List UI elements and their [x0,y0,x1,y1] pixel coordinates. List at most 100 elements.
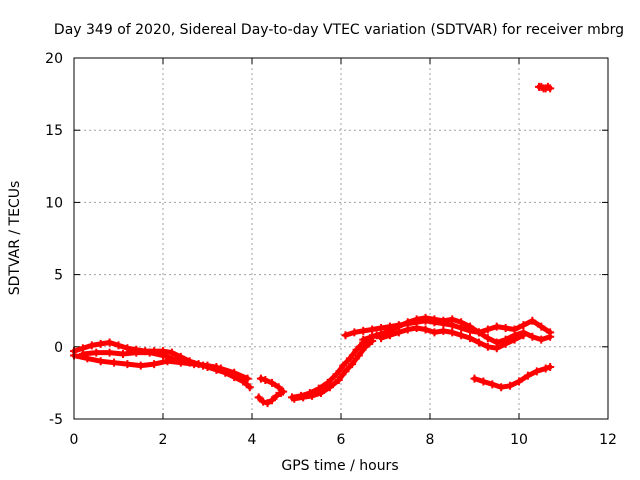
data-point [316,389,325,398]
data-point [261,376,270,385]
data-point [145,348,154,357]
data-point [403,318,412,327]
data-point [110,358,119,367]
data-point [359,326,368,335]
y-tick-label: 15 [45,123,63,139]
series-arc-e [256,374,288,396]
data-point [457,331,466,340]
y-axis-label: SDTVAR / TECUs [7,181,23,296]
data-point [506,381,515,390]
data-point [537,335,546,344]
y-tick-label: 5 [54,268,63,284]
data-point [96,357,105,366]
data-point [245,383,254,392]
data-point [466,334,475,343]
data-point [359,335,368,344]
data-point [474,328,483,337]
data-point [259,397,268,406]
data-point [348,360,357,369]
data-point [515,377,523,386]
data-point [457,318,466,327]
data-point [448,328,457,337]
data-point [368,332,377,341]
data-point [546,84,555,93]
x-tick-label: 2 [159,432,168,448]
data-point [523,371,532,380]
data-point [501,324,510,333]
data-point [546,363,555,372]
x-tick-label: 10 [510,432,528,448]
data-point [501,339,510,348]
chart-title: Day 349 of 2020, Sidereal Day-to-day VTE… [54,22,624,38]
x-tick-label: 12 [599,432,617,448]
data-point [412,315,421,324]
x-tick-label: 6 [337,432,346,448]
data-point [532,367,541,376]
data-point [492,322,501,331]
y-tick-label: -5 [49,412,63,428]
data-point [479,377,488,386]
data-point [254,393,263,402]
tick-layer: 0 2 4 6 8 10 12 -5 0 5 10 15 20 [45,51,617,448]
data-point [185,358,194,367]
data-point [136,361,145,370]
data-point [325,383,334,392]
data-point [483,325,492,334]
data-point [268,396,277,405]
series-arc-j [377,324,528,353]
y-tick-label: 10 [45,195,63,211]
data-point [339,361,348,370]
data-point [199,361,208,370]
data-point [105,338,114,347]
data-point [256,374,265,383]
y-tick-label: 20 [45,51,63,67]
data-point [483,334,492,343]
data-point [439,326,448,335]
series-arc-g [290,337,377,403]
data-point [279,387,288,396]
series-arc-k [470,363,555,392]
data-point [150,360,159,369]
data-point [421,325,430,334]
series-arc-i [359,313,555,347]
data-point [510,335,519,344]
data-point [352,345,361,354]
data-point [263,399,272,408]
data-point [488,380,497,389]
data-point [92,348,101,357]
data-point [345,354,354,363]
data-point [492,344,501,353]
series-arc-l [535,82,555,93]
data-point [290,394,299,403]
data-point [368,325,377,334]
data-point [394,328,403,337]
series-arc-c [78,348,221,372]
series-trace [291,338,375,402]
data-point [323,378,332,387]
data-point [470,374,479,383]
data-point [123,344,132,353]
series-trace [360,315,553,345]
data-point [421,313,430,322]
data-point [377,334,386,343]
data-point [528,332,537,341]
data-point [519,331,528,340]
data-point [466,322,475,331]
x-tick-label: 0 [70,432,79,448]
data-point [350,328,359,337]
data-point [341,331,350,340]
data-point [546,332,555,341]
data-point [341,367,350,376]
data-point [448,315,457,324]
series-arc-f [288,331,381,402]
plot-frame [73,57,609,420]
data-point [332,370,341,379]
data-point [172,355,181,364]
data-point [78,350,87,359]
data-point [268,378,277,387]
data-point [403,325,412,334]
data-point [537,322,546,331]
data-point [96,339,105,348]
data-layer [70,82,555,408]
